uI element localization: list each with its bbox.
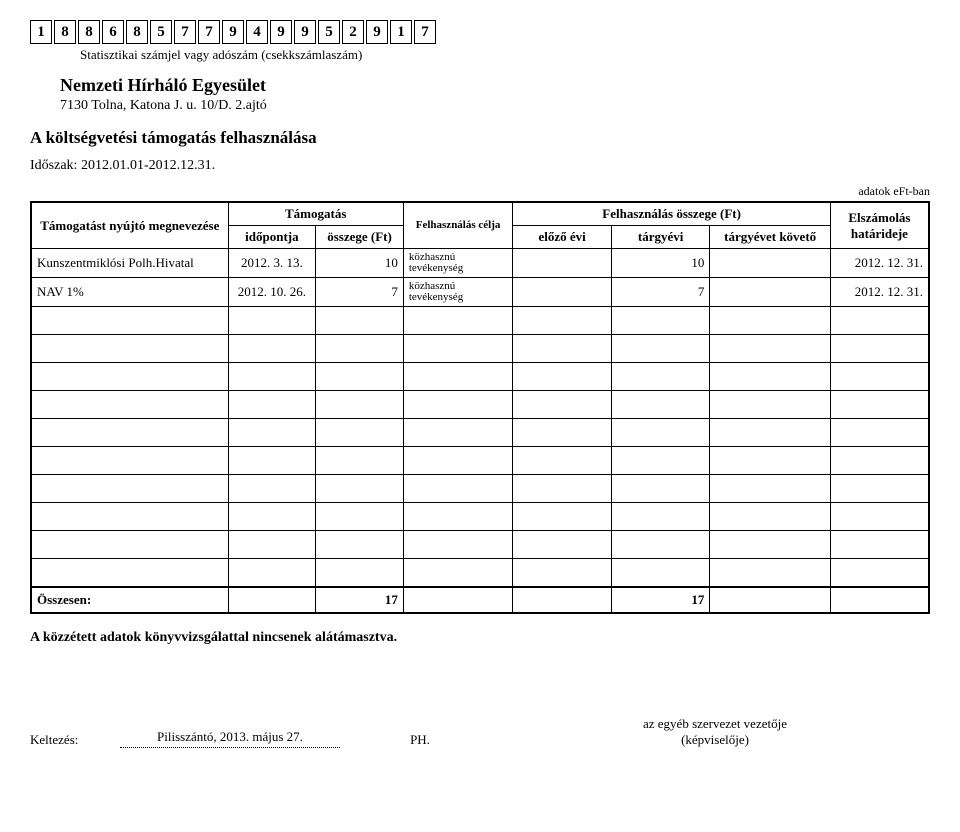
period-value: 2012.01.01-2012.12.31. xyxy=(81,158,215,173)
code-digit: 9 xyxy=(366,20,388,44)
code-digit: 5 xyxy=(318,20,340,44)
table-row-empty xyxy=(31,559,929,587)
cell-prev xyxy=(513,278,612,307)
cell-next xyxy=(710,278,830,307)
org-address: 7130 Tolna, Katona J. u. 10/D. 2.ajtó xyxy=(60,98,930,114)
th-usage-next: tárgyévet követő xyxy=(710,226,830,249)
cell-next xyxy=(710,249,830,278)
date-value: Pilisszántó, 2013. május 27. xyxy=(120,729,340,748)
cell-amount: 7 xyxy=(316,278,404,307)
table-row-empty xyxy=(31,307,929,335)
code-digit: 9 xyxy=(222,20,244,44)
cell-curr: 7 xyxy=(611,278,710,307)
code-digit: 7 xyxy=(174,20,196,44)
cell-deadline: 2012. 12. 31. xyxy=(830,278,929,307)
table-row-empty xyxy=(31,503,929,531)
cell-prev xyxy=(513,249,612,278)
cell-deadline: 2012. 12. 31. xyxy=(830,249,929,278)
code-digit: 8 xyxy=(78,20,100,44)
period: Időszak: 2012.01.01-2012.12.31. xyxy=(30,158,930,174)
th-usage-curr: tárgyévi xyxy=(611,226,710,249)
cell-date: 2012. 3. 13. xyxy=(228,249,316,278)
grants-table: Támogatást nyújtó megnevezése Támogatás … xyxy=(30,201,930,614)
signature-line1: az egyéb szervezet vezetője xyxy=(500,716,930,732)
cell-curr: 10 xyxy=(611,249,710,278)
cell-purpose: közhasznú tevékenység xyxy=(403,278,513,307)
code-digit: 1 xyxy=(30,20,52,44)
stat-code-boxes: 18868577949952917 xyxy=(30,20,930,44)
th-purpose: Felhasználás célja xyxy=(403,202,513,249)
th-usage-prev: előző évi xyxy=(513,226,612,249)
table-row-empty xyxy=(31,531,929,559)
table-row: Kunszentmiklósi Polh.Hivatal2012. 3. 13.… xyxy=(31,249,929,278)
table-row-total: Összesen: 17 17 xyxy=(31,587,929,613)
table-row-empty xyxy=(31,419,929,447)
cell-amount: 10 xyxy=(316,249,404,278)
code-digit: 9 xyxy=(270,20,292,44)
code-digit: 7 xyxy=(198,20,220,44)
stamp-placeholder: PH. xyxy=(340,732,500,748)
table-row-empty xyxy=(31,475,929,503)
stat-code-subtitle: Statisztikai számjel vagy adószám (csekk… xyxy=(80,47,930,63)
cell-purpose: közhasznú tevékenység xyxy=(403,249,513,278)
section-title: A költségvetési támogatás felhasználása xyxy=(30,128,930,148)
code-digit: 9 xyxy=(294,20,316,44)
cell-date: 2012. 10. 26. xyxy=(228,278,316,307)
period-label: Időszak: xyxy=(30,158,77,173)
org-name: Nemzeti Hírháló Egyesület xyxy=(60,75,930,96)
th-grant-date: időpontja xyxy=(228,226,316,249)
th-deadline: Elszámolás határideje xyxy=(830,202,929,249)
th-provider: Támogatást nyújtó megnevezése xyxy=(31,202,228,249)
th-usage: Felhasználás összege (Ft) xyxy=(513,202,831,226)
table-row-empty xyxy=(31,447,929,475)
footer: Keltezés: Pilisszántó, 2013. május 27. P… xyxy=(30,716,930,748)
table-row: NAV 1%2012. 10. 26.7közhasznú tevékenysé… xyxy=(31,278,929,307)
table-row-empty xyxy=(31,363,929,391)
cell-name: Kunszentmiklósi Polh.Hivatal xyxy=(31,249,228,278)
table-row-empty xyxy=(31,335,929,363)
code-digit: 2 xyxy=(342,20,364,44)
code-digit: 6 xyxy=(102,20,124,44)
code-digit: 7 xyxy=(414,20,436,44)
signature-line2: (képviselője) xyxy=(500,732,930,748)
total-amount: 17 xyxy=(316,587,404,613)
table-row-empty xyxy=(31,391,929,419)
code-digit: 1 xyxy=(390,20,412,44)
code-digit: 4 xyxy=(246,20,268,44)
date-label: Keltezés: xyxy=(30,732,120,748)
cell-name: NAV 1% xyxy=(31,278,228,307)
code-digit: 8 xyxy=(54,20,76,44)
th-grant-amount: összege (Ft) xyxy=(316,226,404,249)
total-label: Összesen: xyxy=(31,587,228,613)
code-digit: 5 xyxy=(150,20,172,44)
audit-note: A közzétett adatok könyvvizsgálattal nin… xyxy=(30,630,930,646)
signature-block: az egyéb szervezet vezetője (képviselője… xyxy=(500,716,930,748)
units-label: adatok eFt-ban xyxy=(30,184,930,199)
code-digit: 8 xyxy=(126,20,148,44)
th-grant: Támogatás xyxy=(228,202,403,226)
total-curr: 17 xyxy=(611,587,710,613)
